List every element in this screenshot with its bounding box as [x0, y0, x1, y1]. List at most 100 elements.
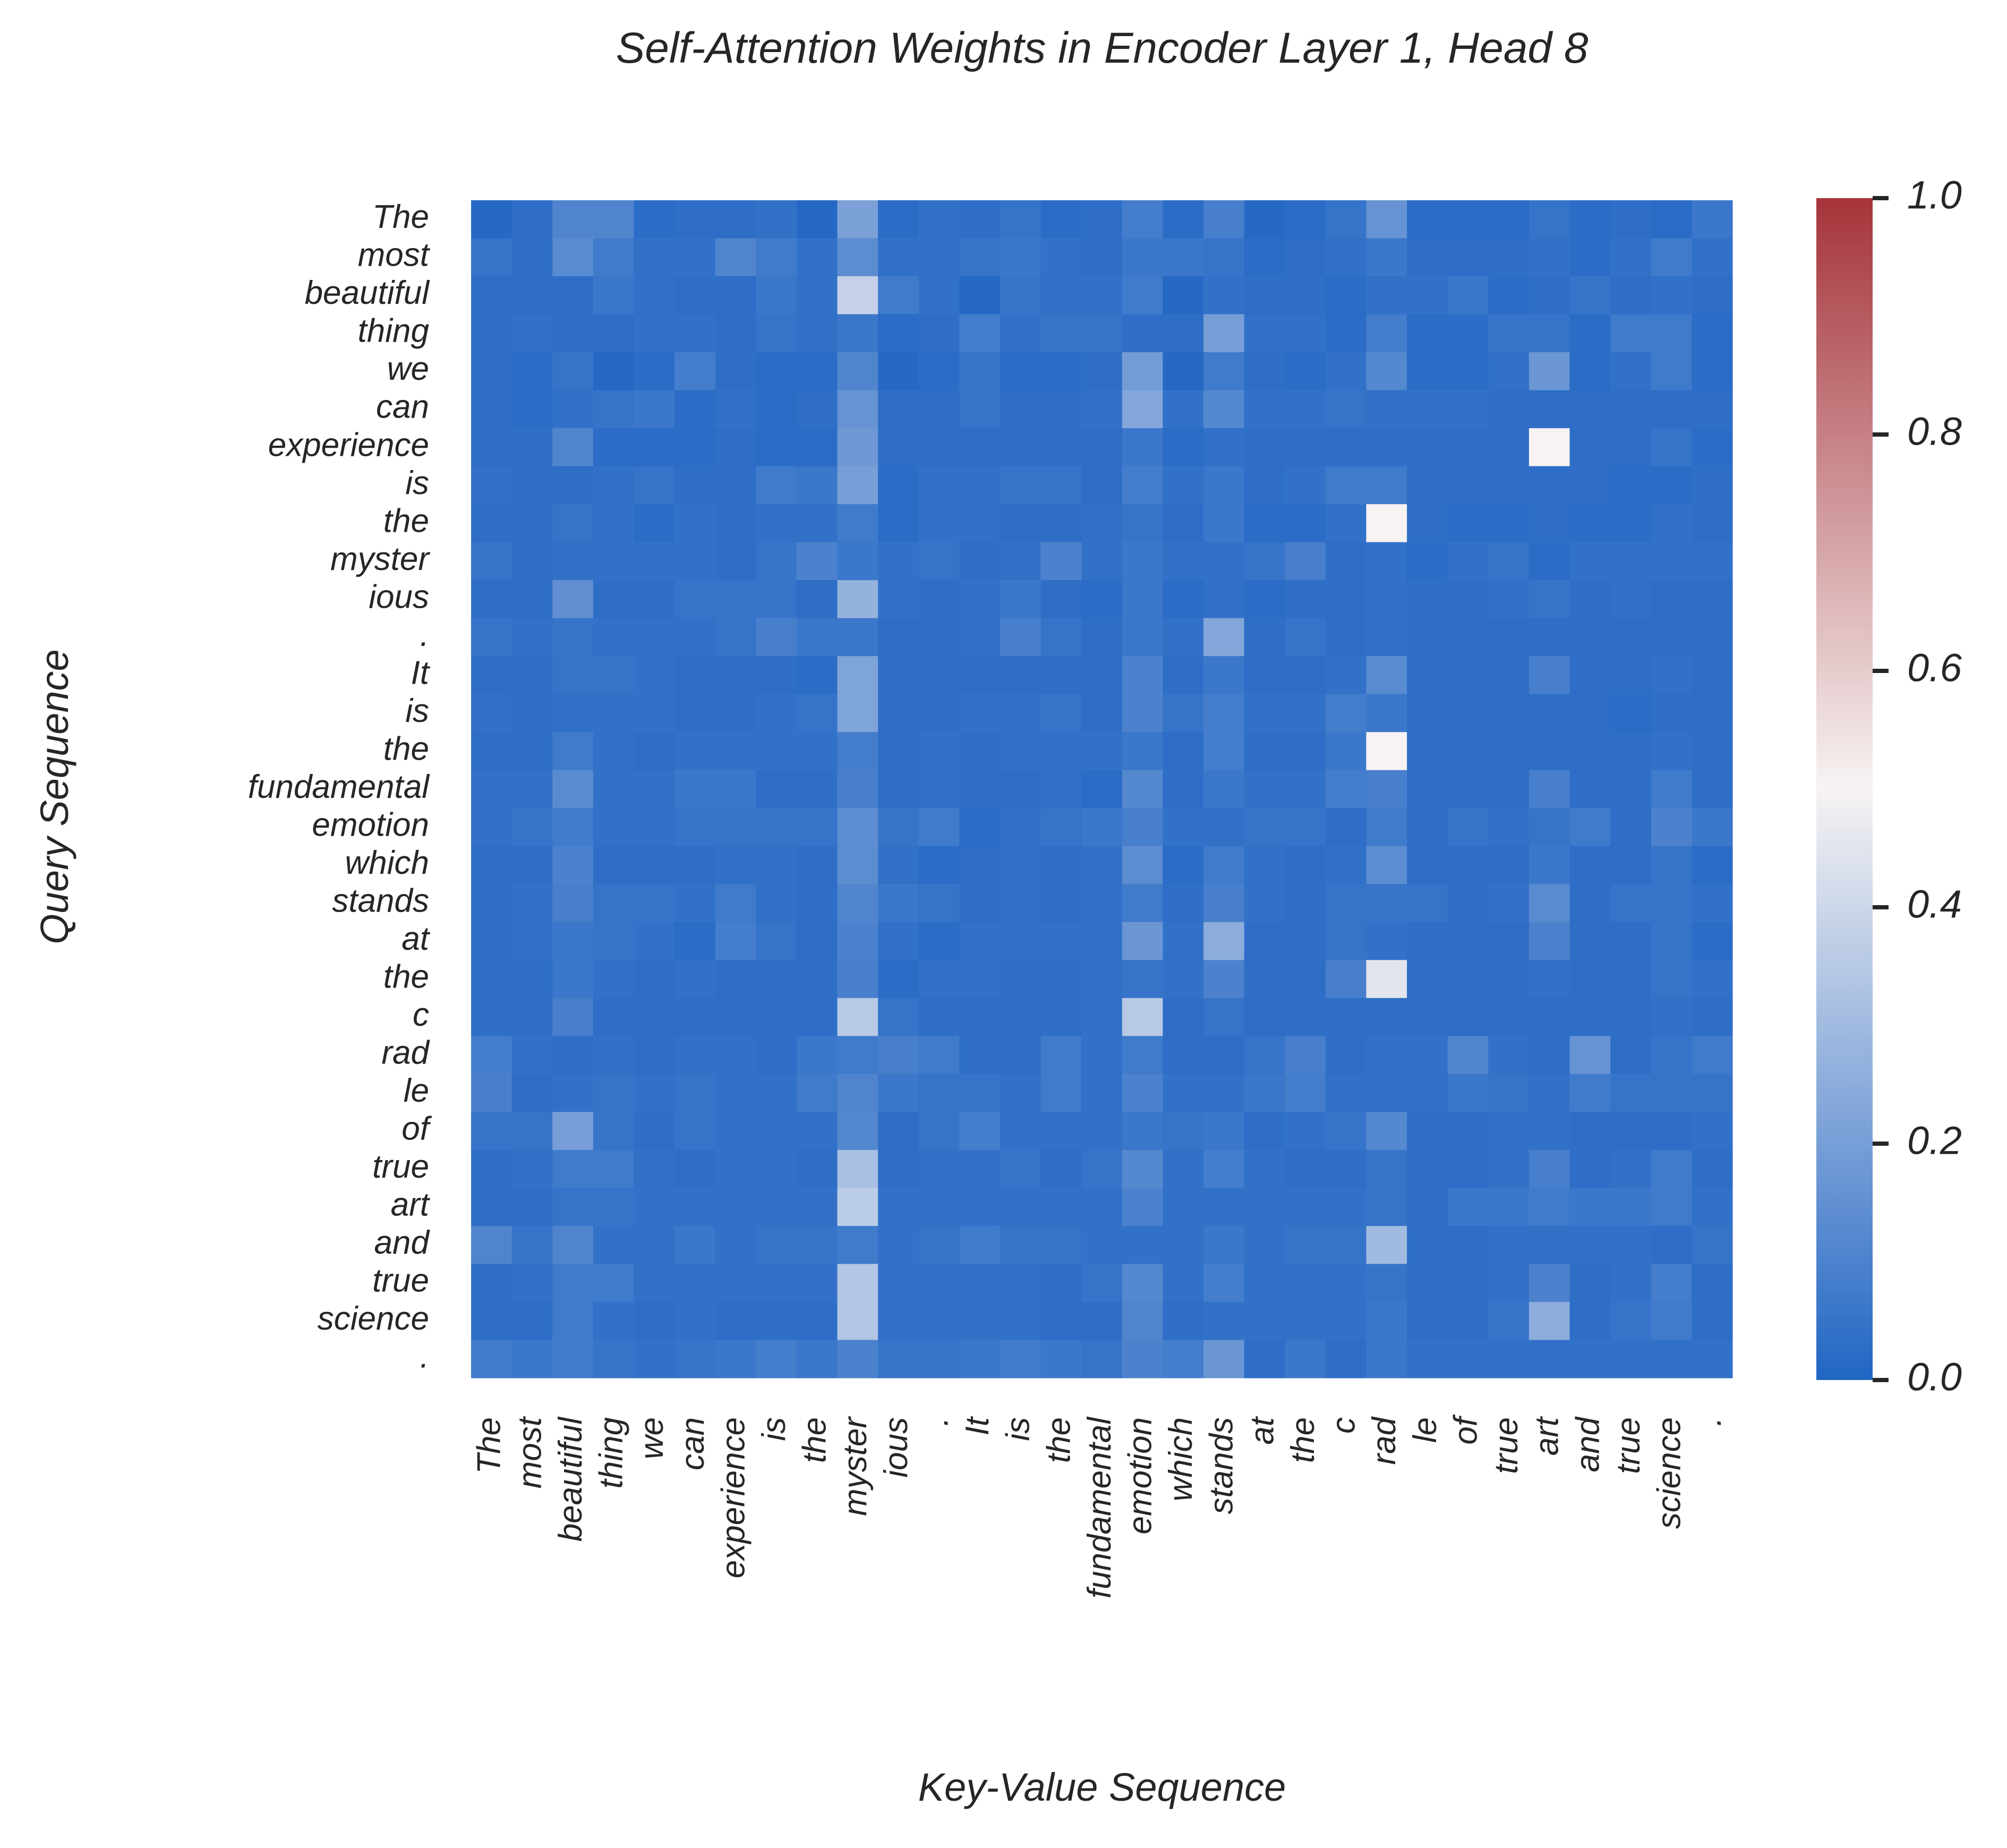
- heatmap-cell: [593, 1340, 635, 1378]
- heatmap-cell: [756, 732, 797, 771]
- heatmap-cell: [593, 618, 635, 657]
- heatmap-cell: [1651, 314, 1692, 353]
- heatmap-cell: [511, 314, 553, 353]
- heatmap-cell: [593, 390, 635, 429]
- heatmap-cell: [471, 276, 513, 315]
- heatmap-cell: [1285, 1112, 1326, 1151]
- heatmap-cell: [674, 580, 716, 619]
- heatmap-cell: [715, 694, 756, 733]
- heatmap-cell: [1122, 542, 1164, 581]
- heatmap-cell: [1203, 656, 1245, 695]
- heatmap-cell: [1447, 1036, 1489, 1075]
- y-tick-label: of: [402, 1110, 432, 1147]
- heatmap-cell: [634, 1225, 675, 1265]
- heatmap-cell: [1325, 542, 1367, 581]
- heatmap-cell: [715, 732, 756, 771]
- heatmap-cell: [1325, 390, 1367, 429]
- heatmap-cell: [1407, 1225, 1448, 1265]
- heatmap-cell: [593, 1264, 635, 1302]
- heatmap-cell: [1692, 998, 1733, 1036]
- heatmap-cell: [1163, 732, 1204, 771]
- heatmap-cell: [1447, 1074, 1489, 1112]
- heatmap-cell: [1610, 504, 1652, 543]
- heatmap-cell: [1081, 1264, 1123, 1302]
- heatmap-cell: [796, 1074, 838, 1112]
- heatmap-cell: [796, 352, 838, 391]
- heatmap-cell: [1569, 314, 1611, 353]
- heatmap-cell: [878, 580, 919, 619]
- x-tick-label: can: [674, 1417, 711, 1470]
- heatmap-cell: [837, 1149, 878, 1189]
- heatmap-cell: [1366, 922, 1407, 960]
- heatmap-cell: [1000, 200, 1041, 239]
- heatmap-cell: [1203, 1074, 1245, 1112]
- y-tick-label: the: [383, 730, 429, 767]
- heatmap-cell: [1000, 694, 1041, 733]
- heatmap-cell: [918, 314, 960, 353]
- heatmap-cell: [1610, 276, 1652, 315]
- heatmap-cell: [634, 1340, 675, 1378]
- heatmap-cell: [674, 314, 716, 353]
- heatmap-cell: [1407, 352, 1448, 391]
- heatmap-cell: [1000, 770, 1041, 808]
- heatmap-cell: [959, 694, 1001, 733]
- heatmap-cell: [552, 922, 594, 960]
- heatmap-cell: [1366, 580, 1407, 619]
- heatmap-cell: [1651, 656, 1692, 695]
- heatmap-cell: [1651, 504, 1692, 543]
- heatmap-cell: [1040, 580, 1082, 619]
- heatmap-cell: [471, 998, 513, 1036]
- heatmap-cell: [1407, 390, 1448, 429]
- heatmap-cell: [674, 732, 716, 771]
- heatmap-cell: [1488, 1264, 1530, 1302]
- heatmap-cell: [1244, 732, 1285, 771]
- heatmap-cell: [796, 580, 838, 619]
- heatmap-cell: [1325, 580, 1367, 619]
- heatmap-cell: [1000, 314, 1041, 353]
- heatmap-cell: [1488, 618, 1530, 657]
- heatmap-cell: [471, 618, 513, 657]
- heatmap-cell: [878, 276, 919, 315]
- heatmap-cell: [674, 922, 716, 960]
- heatmap-cell: [511, 390, 553, 429]
- heatmap-cell: [756, 808, 797, 847]
- heatmap-cell: [1081, 732, 1123, 771]
- x-tick-label: fundamental: [1081, 1416, 1118, 1598]
- heatmap-cell: [1163, 314, 1204, 353]
- heatmap-cell: [1163, 504, 1204, 543]
- heatmap-cell: [1692, 922, 1733, 960]
- heatmap-cell: [471, 390, 513, 429]
- heatmap-cell: [1692, 1149, 1733, 1189]
- heatmap-cell: [511, 504, 553, 543]
- heatmap-cell: [878, 694, 919, 733]
- heatmap-cell: [674, 998, 716, 1036]
- x-tick-label: thing: [593, 1417, 629, 1488]
- heatmap-cell: [1203, 1149, 1245, 1189]
- heatmap-cell: [1081, 846, 1123, 884]
- heatmap-cell: [552, 1301, 594, 1341]
- heatmap-cell: [1244, 390, 1285, 429]
- heatmap-cell: [1163, 1112, 1204, 1151]
- heatmap-cell: [552, 808, 594, 847]
- heatmap-cell: [634, 998, 675, 1036]
- heatmap-cell: [837, 276, 878, 315]
- heatmap-cell: [1081, 352, 1123, 391]
- heatmap-cell: [674, 428, 716, 467]
- heatmap-cell: [593, 884, 635, 923]
- heatmap-cell: [1488, 1340, 1530, 1378]
- x-tick-label: le: [1407, 1417, 1444, 1443]
- heatmap-cell: [1244, 960, 1285, 999]
- heatmap-cell: [511, 1264, 553, 1302]
- y-tick-label: The: [372, 199, 429, 235]
- heatmap-cell: [1285, 1225, 1326, 1265]
- heatmap-cell: [511, 352, 553, 391]
- heatmap-cell: [796, 1036, 838, 1075]
- heatmap-cell: [1163, 618, 1204, 657]
- heatmap-cell: [796, 884, 838, 923]
- heatmap-cell: [1122, 960, 1164, 999]
- heatmap-cell: [634, 352, 675, 391]
- heatmap-cell: [756, 998, 797, 1036]
- heatmap-cell: [959, 542, 1001, 581]
- heatmap-cell: [1203, 922, 1245, 960]
- heatmap-cell: [471, 1188, 513, 1227]
